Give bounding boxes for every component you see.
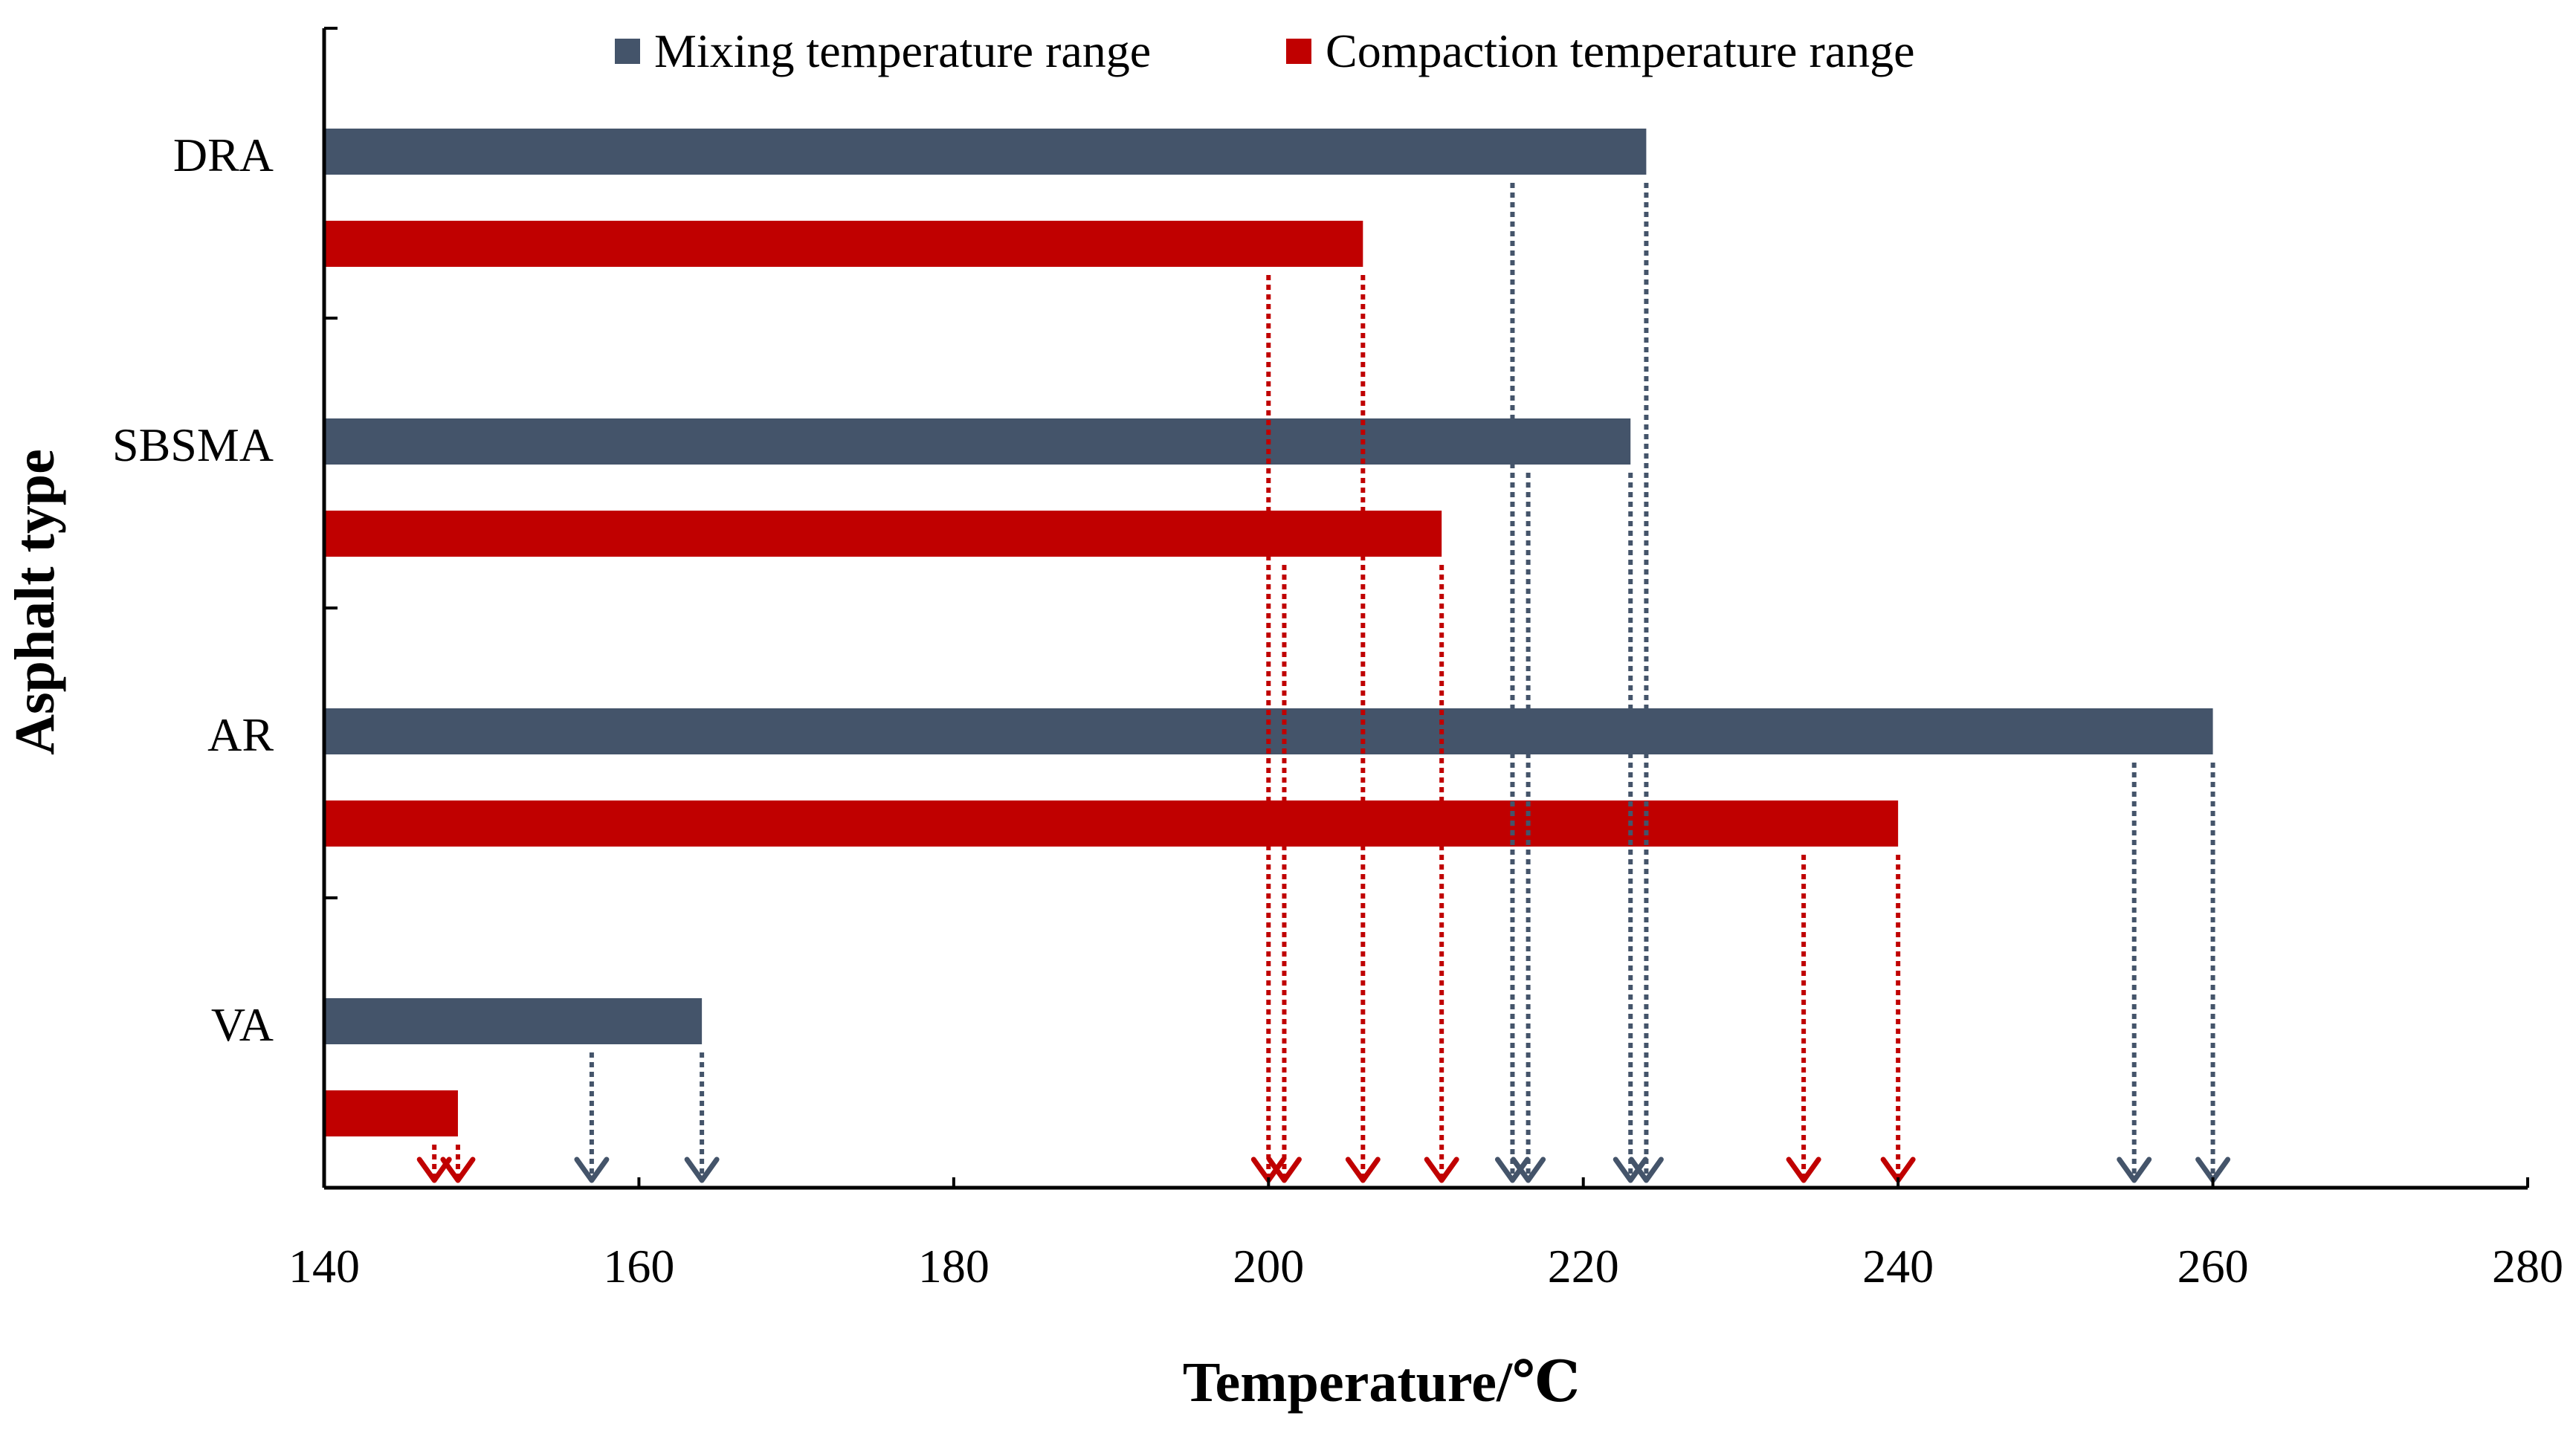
arrow-head: [416, 1157, 452, 1183]
x-tick-label-180: 180: [918, 1240, 990, 1293]
arrow-sbsma-mixing-low: [1511, 473, 1546, 1183]
arrow-head: [1345, 1157, 1381, 1183]
arrow-head: [1880, 1157, 1916, 1183]
category-label-sbsma: SBSMA: [112, 418, 274, 471]
arrow-head: [2117, 1157, 2152, 1183]
legend-label-mixing: Mixing temperature range: [654, 25, 1151, 77]
arrow-head: [1613, 1157, 1648, 1183]
bar-dra-mixing: [324, 129, 1647, 175]
range-arrows: [416, 183, 2231, 1183]
arrow-ar-compaction-high: [1880, 855, 1916, 1183]
arrow-head: [1266, 1157, 1302, 1183]
x-axis-title: Temperature/℃: [1183, 1351, 1580, 1414]
legend: Mixing temperature range Compaction temp…: [615, 25, 1915, 77]
category-label-dra: DRA: [173, 129, 274, 181]
arrow-va-mixing-high: [684, 1052, 720, 1183]
arrow-head: [1628, 1157, 1664, 1183]
x-tick-label-280: 280: [2492, 1240, 2563, 1293]
arrow-dra-mixing-low: [1494, 183, 1530, 1183]
arrow-ar-mixing-low: [2117, 763, 2152, 1183]
x-tick-label-240: 240: [1862, 1240, 1934, 1293]
x-tick-label-260: 260: [2178, 1240, 2249, 1293]
arrow-sbsma-mixing-high: [1613, 473, 1648, 1183]
bar-va-mixing: [324, 998, 703, 1044]
arrow-ar-mixing-high: [2195, 763, 2231, 1183]
x-tick-label-220: 220: [1548, 1240, 1619, 1293]
arrow-sbsma-compaction-high: [1424, 565, 1459, 1183]
arrow-head: [1424, 1157, 1459, 1183]
x-tick-label-160: 160: [603, 1240, 674, 1293]
arrow-head: [1786, 1157, 1821, 1183]
arrow-head: [684, 1157, 720, 1183]
y-axis-title: Asphalt type: [4, 449, 66, 755]
arrow-head: [574, 1157, 610, 1183]
legend-label-compaction: Compaction temperature range: [1326, 25, 1915, 77]
arrow-dra-compaction-high: [1345, 275, 1381, 1183]
x-tick-label-200: 200: [1233, 1240, 1304, 1293]
arrow-va-mixing-low: [574, 1052, 610, 1183]
legend-swatch-compaction: [1286, 39, 1311, 64]
arrow-sbsma-compaction-low: [1266, 565, 1302, 1183]
arrow-va-compaction-low: [416, 1145, 452, 1183]
arrow-head: [1511, 1157, 1546, 1183]
x-axis-ticks: [323, 1177, 2529, 1188]
category-labels: DRA SBSMA AR VA: [112, 129, 274, 1051]
x-tick-label-140: 140: [288, 1240, 360, 1293]
bar-sbsma-compaction: [324, 511, 1442, 557]
arrow-va-compaction-high: [440, 1145, 476, 1183]
y-axis-ticks: [324, 27, 338, 1189]
x-tick-labels: 140 160 180 200 220 240 260 280: [288, 1240, 2563, 1293]
legend-swatch-mixing: [615, 39, 640, 64]
bar-ar-compaction: [324, 800, 1899, 847]
category-label-va: VA: [211, 998, 274, 1051]
arrow-ar-compaction-low: [1786, 855, 1821, 1183]
bar-va-compaction: [324, 1090, 458, 1136]
arrow-head: [440, 1157, 476, 1183]
arrow-dra-mixing-high: [1628, 183, 1664, 1183]
category-label-ar: AR: [207, 708, 274, 761]
axes: [322, 27, 2529, 1190]
bar-dra-compaction: [324, 221, 1363, 267]
arrow-head: [1494, 1157, 1530, 1183]
bar-sbsma-mixing: [324, 418, 1631, 465]
